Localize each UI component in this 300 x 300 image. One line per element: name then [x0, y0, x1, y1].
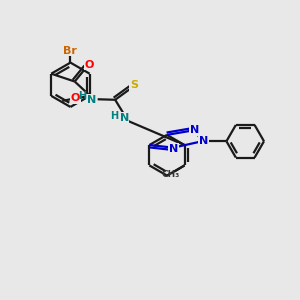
Text: O: O [84, 60, 94, 70]
Text: S: S [130, 80, 138, 90]
Text: N: N [86, 95, 96, 105]
Text: Br: Br [64, 46, 77, 56]
Text: N: N [120, 113, 129, 123]
Text: N: N [199, 136, 208, 146]
Text: CH₃: CH₃ [161, 170, 179, 179]
Text: O: O [70, 94, 80, 103]
Text: H: H [78, 92, 86, 101]
Text: N: N [169, 144, 178, 154]
Text: N: N [190, 125, 199, 135]
Text: H: H [110, 111, 118, 121]
